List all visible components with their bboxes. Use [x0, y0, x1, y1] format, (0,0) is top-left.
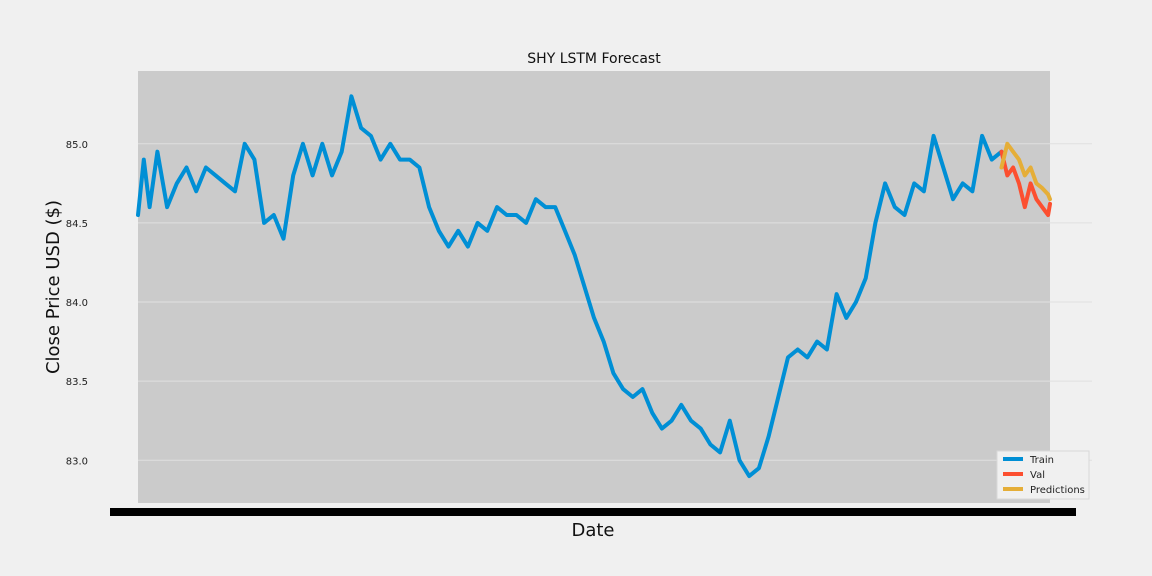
legend-label-val: Val — [1030, 470, 1045, 481]
gridlines — [138, 143, 1092, 461]
series-layer — [136, 94, 1052, 479]
y-tick-label: 83.5 — [66, 377, 88, 388]
chart-title: SHY LSTM Forecast — [527, 51, 661, 67]
x-axis-label: Date — [571, 520, 614, 541]
y-tick-labels: 83.0 83.5 84.0 84.5 85.0 — [66, 140, 88, 467]
y-tick-label: 84.5 — [66, 219, 88, 230]
legend-label-train: Train — [1029, 455, 1054, 466]
x-tick-labels — [110, 508, 1076, 516]
plot-area — [138, 71, 1050, 503]
legend-label-predictions: Predictions — [1030, 485, 1085, 496]
y-tick-label: 83.0 — [66, 456, 88, 467]
series-line-train — [136, 94, 1004, 479]
y-tick-label: 85.0 — [66, 140, 88, 151]
y-axis-label: Close Price USD ($) — [43, 200, 64, 374]
legend: Train Val Predictions — [996, 450, 1090, 500]
series-line-val — [999, 149, 1052, 217]
series-line-predictions — [999, 141, 1052, 202]
y-tick-label: 84.0 — [66, 298, 88, 309]
x-tick-label-band — [110, 508, 1076, 516]
